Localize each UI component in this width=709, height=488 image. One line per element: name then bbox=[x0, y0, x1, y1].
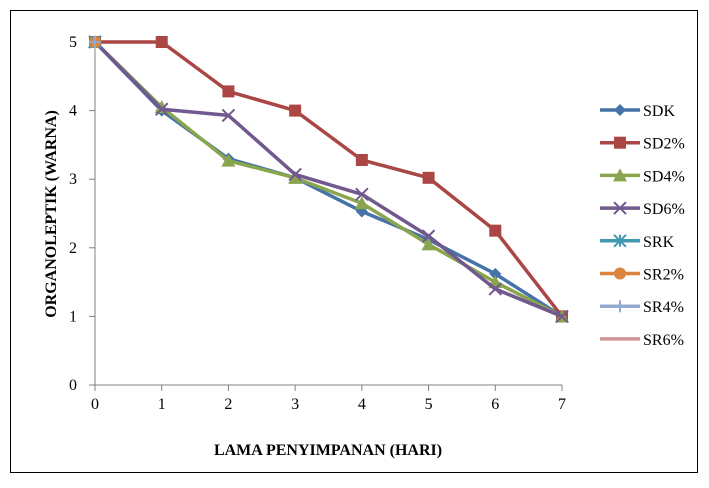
y-tick-label: 1 bbox=[69, 308, 77, 325]
legend-item: SR4% bbox=[600, 299, 684, 316]
x-tick-label: 4 bbox=[358, 396, 366, 413]
legend-label: SD2% bbox=[643, 136, 685, 153]
legend-item: SD2% bbox=[600, 136, 685, 153]
data-point bbox=[288, 170, 303, 184]
data-point bbox=[354, 196, 369, 210]
data-point bbox=[489, 224, 502, 237]
legend-item: SDK bbox=[600, 103, 675, 120]
legend-marker bbox=[613, 168, 627, 182]
x-tick-label: 1 bbox=[158, 396, 166, 413]
legend-marker bbox=[614, 267, 626, 280]
series-line bbox=[95, 40, 564, 318]
data-point bbox=[288, 167, 302, 182]
legend-label: SRK bbox=[643, 234, 675, 251]
data-point bbox=[155, 102, 169, 116]
x-axis-title: LAMA PENYIMPANAN (HARI) bbox=[214, 442, 442, 459]
legend-label: SD4% bbox=[643, 168, 685, 185]
legend-item: SRK bbox=[600, 234, 675, 251]
legend-marker bbox=[613, 201, 627, 215]
data-point bbox=[222, 85, 235, 98]
y-tick-label: 5 bbox=[69, 34, 77, 51]
series-layer bbox=[88, 35, 569, 324]
legend-marker bbox=[614, 300, 626, 313]
axes: 0 1 2 3 4 5 0 1 2 3 4 5 6 7 bbox=[69, 34, 566, 413]
data-point bbox=[221, 153, 236, 167]
legend-item: SR2% bbox=[600, 267, 684, 284]
data-point bbox=[289, 104, 302, 117]
series-SR4% bbox=[89, 36, 101, 48]
legend-marker bbox=[614, 136, 626, 149]
data-point bbox=[155, 36, 168, 48]
y-tick-label: 3 bbox=[69, 171, 77, 188]
legend-label: SD6% bbox=[643, 201, 685, 218]
data-point bbox=[421, 229, 436, 243]
data-point bbox=[421, 237, 436, 251]
legend: SDK SD2% SD4% SD6% SRK SR2% SR4% SR6% bbox=[600, 103, 685, 349]
legend-label: SR2% bbox=[643, 267, 684, 284]
data-point bbox=[489, 267, 502, 280]
series-line bbox=[93, 40, 563, 319]
y-tick-label: 0 bbox=[69, 377, 77, 394]
legend-label: SR4% bbox=[643, 299, 684, 316]
series-line bbox=[93, 40, 563, 318]
chart-frame bbox=[10, 10, 698, 473]
data-point bbox=[221, 108, 236, 123]
data-point bbox=[488, 282, 502, 296]
x-tick-label: 6 bbox=[491, 396, 499, 413]
data-point bbox=[555, 309, 569, 324]
legend-item: SD6% bbox=[600, 201, 685, 218]
x-tick-label: 0 bbox=[91, 396, 99, 413]
legend-label: SR6% bbox=[643, 332, 684, 349]
data-point bbox=[355, 187, 369, 201]
data-point bbox=[89, 36, 101, 48]
y-tick-label: 2 bbox=[69, 240, 77, 257]
legend-marker bbox=[614, 104, 626, 116]
data-point bbox=[422, 171, 435, 184]
series-SD2% bbox=[89, 36, 568, 323]
data-point bbox=[355, 153, 368, 166]
legend-label: SDK bbox=[643, 103, 675, 120]
legend-item: SD4% bbox=[600, 168, 685, 185]
legend-item: SR6% bbox=[600, 332, 684, 349]
y-axis-title: ORGANOLEPTIK (WARNA) bbox=[43, 110, 60, 318]
x-tick-label: 5 bbox=[425, 396, 433, 413]
y-tick-label: 4 bbox=[69, 103, 77, 120]
x-tick-label: 7 bbox=[558, 396, 566, 413]
x-tick-label: 2 bbox=[224, 396, 232, 413]
x-tick-label: 3 bbox=[291, 396, 299, 413]
series-line bbox=[93, 40, 563, 318]
legend-marker bbox=[613, 234, 627, 248]
